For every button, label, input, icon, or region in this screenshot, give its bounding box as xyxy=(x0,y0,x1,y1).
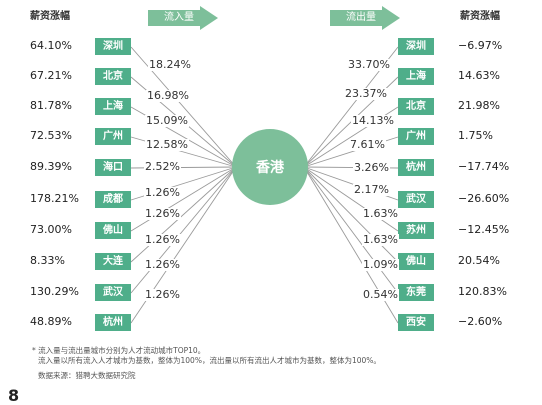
outflow-share: 33.70% xyxy=(347,58,391,71)
outflow-salary-growth: 14.63% xyxy=(458,69,500,82)
footnote-2: 流入量以所有流入人才城市为基数，整体为100%，流出量以所有流出人才城市为基数，… xyxy=(38,356,381,365)
outflow-line xyxy=(303,166,399,263)
outflow-share: 1.63% xyxy=(362,207,399,220)
outflow-salary-growth: −6.97% xyxy=(458,39,503,52)
inflow-city-box: 广州 xyxy=(95,128,131,145)
inflow-line xyxy=(130,166,237,263)
outflow-salary-growth: −2.60% xyxy=(458,315,503,328)
page-number: 8 xyxy=(8,386,20,405)
inflow-share: 18.24% xyxy=(148,58,192,71)
inflow-city-box: 上海 xyxy=(95,98,131,115)
inflow-salary-growth: 81.78% xyxy=(30,99,72,112)
inflow-city-box: 海口 xyxy=(95,159,131,176)
footnote-1: * 流入量与流出量城市分别为人才流动城市TOP10。 xyxy=(32,346,206,355)
inflow-salary-growth: 89.39% xyxy=(30,160,72,173)
inflow-salary-growth: 73.00% xyxy=(30,223,72,236)
inflow-salary-growth: 72.53% xyxy=(30,129,72,142)
inflow-city-box: 武汉 xyxy=(95,284,131,301)
arrow-right-icon xyxy=(330,6,400,30)
inflow-salary-growth: 67.21% xyxy=(30,69,72,82)
outflow-salary-growth: 1.75% xyxy=(458,129,493,142)
outflow-share: 1.09% xyxy=(362,258,399,271)
inflow-salary-growth: 64.10% xyxy=(30,39,72,52)
outflow-city-box: 苏州 xyxy=(398,222,434,239)
outflow-share: 3.26% xyxy=(353,161,390,174)
outflow-city-box: 杭州 xyxy=(398,159,434,176)
inflow-salary-growth: 8.33% xyxy=(30,254,65,267)
inflow-salary-growth: 178.21% xyxy=(30,192,79,205)
inflow-share: 1.26% xyxy=(144,207,181,220)
outflow-salary-growth: −17.74% xyxy=(458,160,510,173)
inflow-share: 1.26% xyxy=(144,186,181,199)
outflow-label: 流出量 xyxy=(346,12,376,23)
outflow-share: 0.54% xyxy=(362,288,399,301)
outflow-city-box: 东莞 xyxy=(398,284,434,301)
arrow-right-icon xyxy=(148,6,218,30)
outflow-city-box: 武汉 xyxy=(398,191,434,208)
outflow-share: 2.17% xyxy=(353,183,390,196)
outflow-line xyxy=(303,166,399,294)
outflow-salary-growth: 21.98% xyxy=(458,99,500,112)
inflow-share: 16.98% xyxy=(146,89,190,102)
right-salary-growth-header: 薪资涨幅 xyxy=(460,11,500,22)
left-salary-growth-header: 薪资涨幅 xyxy=(30,11,70,22)
inflow-share: 1.26% xyxy=(144,258,181,271)
inflow-city-box: 北京 xyxy=(95,68,131,85)
outflow-share: 1.63% xyxy=(362,233,399,246)
outflow-city-box: 上海 xyxy=(398,68,434,85)
outflow-share: 7.61% xyxy=(349,138,386,151)
inflow-city-box: 大连 xyxy=(95,253,131,270)
outflow-city-box: 深圳 xyxy=(398,38,434,55)
outflow-salary-growth: −12.45% xyxy=(458,223,510,236)
inflow-line xyxy=(130,166,237,294)
inflow-city-box: 成都 xyxy=(95,191,131,208)
inflow-salary-growth: 48.89% xyxy=(30,315,72,328)
source-note: 数据来源：猎聘大数据研究院 xyxy=(38,371,136,380)
outflow-line xyxy=(303,166,399,232)
inflow-share: 15.09% xyxy=(145,114,189,127)
outflow-city-box: 广州 xyxy=(398,128,434,145)
inflow-share: 1.26% xyxy=(144,288,181,301)
hub-label: 香港 xyxy=(255,159,285,176)
inflow-salary-growth: 130.29% xyxy=(30,285,79,298)
inflow-share: 1.26% xyxy=(144,233,181,246)
outflow-share: 14.13% xyxy=(351,114,395,127)
inflow-city-box: 佛山 xyxy=(95,222,131,239)
outflow-city-box: 佛山 xyxy=(398,253,434,270)
outflow-salary-growth: 20.54% xyxy=(458,254,500,267)
inflow-arrow: 流入量 xyxy=(148,6,220,30)
inflow-city-box: 杭州 xyxy=(95,314,131,331)
hub-circle xyxy=(232,129,308,205)
outflow-arrow: 流出量 xyxy=(330,6,402,30)
outflow-city-box: 西安 xyxy=(398,314,434,331)
outflow-salary-growth: −26.60% xyxy=(458,192,510,205)
outflow-share: 23.37% xyxy=(344,87,388,100)
inflow-share: 12.58% xyxy=(145,138,189,151)
outflow-city-box: 北京 xyxy=(398,98,434,115)
inflow-label: 流入量 xyxy=(164,12,194,23)
inflow-line xyxy=(130,166,237,232)
outflow-salary-growth: 120.83% xyxy=(458,285,507,298)
inflow-city-box: 深圳 xyxy=(95,38,131,55)
inflow-share: 2.52% xyxy=(144,160,181,173)
